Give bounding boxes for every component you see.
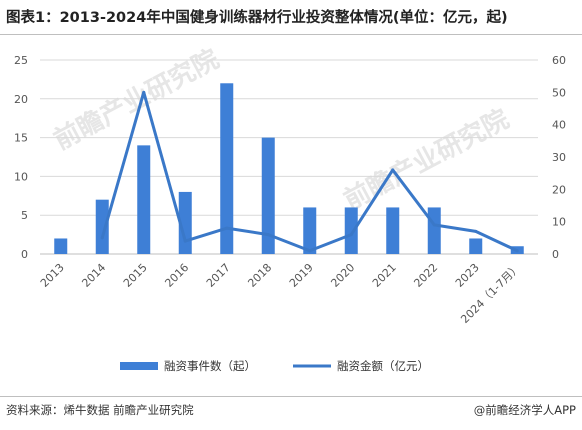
left-axis-tick-label: 15 bbox=[14, 132, 28, 145]
right-axis-tick-label: 10 bbox=[552, 216, 566, 229]
x-tick-label: 2019 bbox=[287, 261, 316, 290]
legend-label-bar: 融资事件数（起） bbox=[164, 359, 256, 373]
right-axis-tick-label: 50 bbox=[552, 86, 566, 99]
watermark-text: 前瞻产业研究院 bbox=[339, 103, 514, 216]
credit-note: @前瞻经济学人APP bbox=[473, 403, 576, 417]
line-point bbox=[266, 233, 270, 237]
line-point bbox=[225, 226, 229, 230]
line-point bbox=[349, 233, 353, 237]
legend-label-line: 融资金额（亿元） bbox=[337, 359, 429, 373]
x-tick-label: 2013 bbox=[38, 261, 67, 290]
x-tick-label: 2021 bbox=[370, 261, 399, 290]
bar bbox=[54, 238, 68, 254]
x-tick-label: 2016 bbox=[162, 261, 191, 290]
bar-series bbox=[54, 83, 524, 254]
grid-lines bbox=[40, 59, 538, 255]
x-tick-label: 2017 bbox=[204, 261, 233, 290]
legend: 融资事件数（起） 融资金额（亿元） bbox=[120, 359, 429, 373]
left-axis-tick-label: 10 bbox=[14, 170, 28, 183]
left-axis-tick-label: 5 bbox=[21, 209, 28, 222]
bar bbox=[386, 207, 400, 254]
bar bbox=[178, 191, 192, 254]
x-tick-label: 2014 bbox=[79, 261, 108, 290]
left-axis-tick-label: 0 bbox=[21, 248, 28, 261]
line-point bbox=[183, 239, 187, 243]
line-point bbox=[432, 223, 436, 227]
bar bbox=[137, 145, 151, 254]
bar bbox=[303, 207, 317, 254]
bar bbox=[469, 238, 483, 254]
right-axis-tick-label: 60 bbox=[552, 54, 566, 67]
source-note: 资料来源：烯牛数据 前瞻产业研究院 bbox=[6, 403, 194, 417]
chart-title: 图表1：2013-2024年中国健身训练器材行业投资整体情况(单位：亿元，起) bbox=[6, 10, 508, 26]
bar bbox=[427, 207, 441, 254]
bar bbox=[220, 83, 234, 254]
x-tick-label: 2015 bbox=[121, 261, 150, 290]
right-axis: 0 10 20 30 40 50 60 bbox=[552, 54, 566, 261]
line-point bbox=[308, 249, 312, 253]
line-point bbox=[474, 229, 478, 233]
footer-divider bbox=[0, 396, 582, 397]
left-axis-tick-label: 25 bbox=[14, 54, 28, 67]
line-series bbox=[100, 90, 519, 253]
line-point bbox=[515, 249, 519, 253]
line-point bbox=[391, 168, 395, 172]
legend-swatch-bar bbox=[120, 362, 158, 370]
right-axis-tick-label: 40 bbox=[552, 119, 566, 132]
x-tick-label: 2020 bbox=[328, 261, 357, 290]
x-tick-label: 2022 bbox=[411, 261, 440, 290]
bar bbox=[261, 137, 275, 254]
right-axis-tick-label: 30 bbox=[552, 151, 566, 164]
title-divider bbox=[0, 34, 582, 35]
right-axis-tick-label: 0 bbox=[552, 248, 559, 261]
line-point bbox=[142, 90, 146, 94]
x-axis: 2013 2014 2015 2016 2017 2018 2019 2020 2021 2022… bbox=[38, 261, 523, 326]
x-tick-label: 2018 bbox=[245, 261, 274, 290]
left-axis: 0 5 10 15 20 25 bbox=[14, 54, 28, 261]
x-tick-label: 2023 bbox=[453, 261, 482, 290]
line-point bbox=[100, 236, 104, 240]
left-axis-tick-label: 20 bbox=[14, 93, 28, 106]
right-axis-tick-label: 20 bbox=[552, 183, 566, 196]
bar bbox=[344, 207, 358, 254]
bar bbox=[95, 199, 109, 254]
